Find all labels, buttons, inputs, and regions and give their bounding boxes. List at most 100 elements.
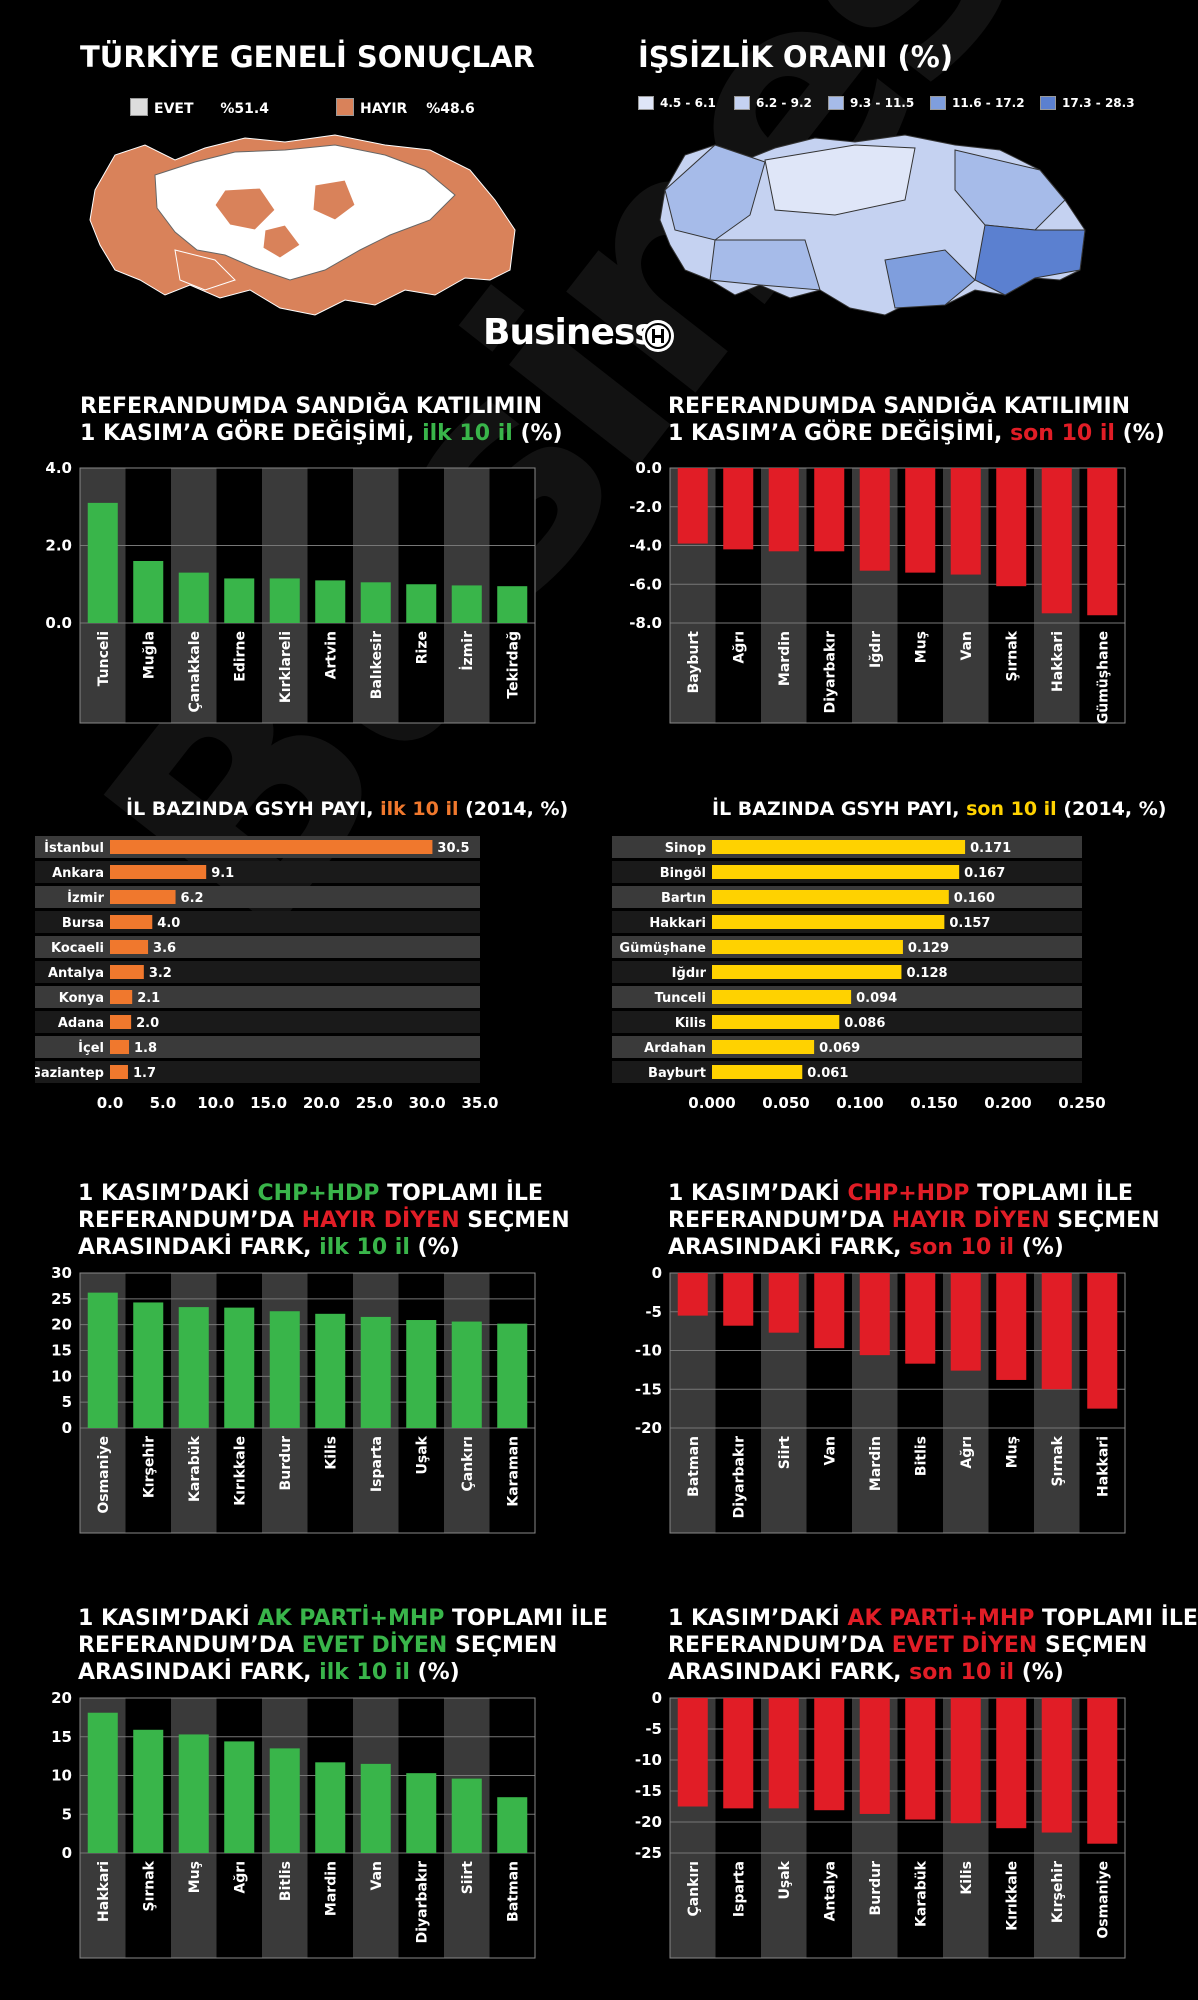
bar	[360, 1316, 391, 1428]
y-category-label: Antalya	[48, 966, 104, 981]
bar	[406, 584, 437, 623]
bar	[451, 1321, 482, 1428]
x-category-label: Bayburt	[686, 631, 702, 694]
x-tick-label: 25.0	[356, 1094, 393, 1110]
x-tick-label: 35.0	[461, 1094, 498, 1110]
x-category-label: Van	[822, 1436, 838, 1465]
x-category-label: Uşak	[777, 1860, 793, 1899]
y-tick-label: 4.0	[45, 460, 72, 477]
y-category-label: Bingöl	[660, 866, 706, 881]
y-tick-label: -25	[635, 1844, 662, 1862]
bar	[950, 1698, 981, 1824]
hayir-swatch	[336, 98, 354, 116]
bar	[1041, 1273, 1072, 1390]
y-category-label: Gümüşhane	[619, 941, 706, 956]
y-tick-label: 0	[652, 1265, 662, 1282]
bar	[859, 468, 890, 571]
y-tick-label: 20	[51, 1690, 72, 1707]
chart7-akp-mhp-top10: 0 5 10 15 20 Hakkari Şırnak Muş Ağrı Bitlis Mardin…	[51, 1690, 536, 1959]
x-category-label: Karabük	[913, 1860, 929, 1927]
y-category-label: Adana	[58, 1016, 104, 1031]
unemp-legend-4: 11.6 - 17.2	[930, 96, 1025, 110]
x-category-label: Isparta	[731, 1861, 747, 1917]
x-category-label: Şırnak	[1050, 1435, 1066, 1486]
bar	[723, 1273, 754, 1326]
y-category-label: Kocaeli	[51, 941, 104, 956]
unemployment-legend: 4.5 - 6.1 6.2 - 9.2 9.3 - 11.5 11.6 - 17…	[638, 96, 1158, 116]
x-category-label: Isparta	[369, 1436, 385, 1492]
bar	[905, 468, 936, 573]
evet-value: %51.4	[220, 101, 269, 117]
referendum-map-title: TÜRKİYE GENELİ SONUÇLAR	[80, 40, 535, 74]
y-category-label: İzmir	[67, 890, 104, 906]
chart1-title: REFERANDUMDA SANDIĞA KATILIMIN 1 KASIM’A…	[80, 394, 563, 446]
bar	[677, 1698, 708, 1807]
bar	[360, 582, 391, 623]
bar	[87, 1292, 118, 1428]
bar-value-label: 2.0	[136, 1016, 159, 1031]
x-category-label: Muş	[1004, 1436, 1020, 1468]
x-category-label: Mardin	[777, 631, 793, 686]
unemployment-map-title: İŞSİZLİK ORANI (%)	[638, 40, 954, 74]
bar	[996, 468, 1027, 587]
x-tick-label: 10.0	[197, 1094, 234, 1110]
bar-value-label: 0.157	[949, 916, 990, 931]
y-tick-label: -15	[635, 1782, 662, 1800]
bar	[224, 578, 255, 623]
bar	[360, 1763, 391, 1853]
bar-value-label: 2.1	[137, 991, 160, 1006]
bar	[677, 1273, 708, 1316]
bar	[87, 1712, 118, 1853]
bar	[1087, 1273, 1118, 1409]
row-band	[35, 1036, 480, 1058]
y-category-label: Kilis	[675, 1016, 706, 1031]
x-category-label: Van	[369, 1861, 385, 1890]
x-category-label: İzmir	[459, 631, 476, 671]
y-tick-label: 0.0	[45, 614, 72, 632]
y-category-label: Bursa	[62, 916, 104, 931]
bar	[110, 865, 207, 879]
y-tick-label: 10	[51, 1767, 72, 1785]
bar	[110, 1065, 128, 1079]
x-category-label: Mardin	[868, 1436, 884, 1491]
bar-value-label: 0.160	[954, 891, 995, 906]
chart6-title: 1 KASIM’DAKİ CHP+HDP TOPLAMI İLE REFERAN…	[668, 1181, 1160, 1260]
bar	[768, 1698, 799, 1809]
x-category-label: Şırnak	[141, 1860, 157, 1911]
y-tick-label: 30	[51, 1265, 72, 1282]
y-tick-label: -20	[635, 1419, 662, 1437]
bar	[1041, 1698, 1072, 1833]
x-category-label: Çanakkale	[187, 631, 203, 713]
y-tick-label: -10	[635, 1751, 662, 1769]
x-category-label: Tekirdağ	[505, 631, 521, 699]
chart8-title: 1 KASIM’DAKİ AK PARTİ+MHP TOPLAMI İLE RE…	[668, 1606, 1198, 1685]
y-tick-label: 25	[51, 1290, 72, 1308]
bar	[712, 865, 960, 879]
unemployment-map	[659, 134, 1086, 316]
bar	[110, 1040, 130, 1054]
bar-value-label: 1.8	[134, 1041, 157, 1056]
bar	[497, 1323, 528, 1428]
y-tick-label: -8.0	[629, 614, 662, 632]
bar-value-label: 0.061	[807, 1066, 848, 1081]
bar	[451, 585, 482, 623]
y-tick-label: 20	[51, 1316, 72, 1334]
row-band	[35, 1011, 480, 1033]
x-category-label: Hakkari	[1095, 1436, 1111, 1497]
x-category-label: Artvin	[323, 631, 339, 679]
column-band	[670, 1273, 716, 1533]
y-category-label: Bayburt	[648, 1066, 706, 1081]
bar	[133, 1302, 164, 1428]
bar	[497, 1797, 528, 1853]
x-category-label: Diyarbakır	[731, 1436, 747, 1518]
hayir-value: %48.6	[426, 101, 475, 117]
bar	[814, 1273, 845, 1349]
bar	[1087, 1698, 1118, 1844]
bar	[712, 1015, 840, 1029]
x-tick-label: 0.0	[97, 1094, 124, 1110]
bar	[1087, 468, 1118, 616]
y-tick-label: 15	[51, 1728, 72, 1746]
chart3-title: İL BAZINDA GSYH PAYI, ilk 10 il (2014, %…	[126, 798, 569, 820]
bar	[110, 990, 133, 1004]
x-category-label: Siirt	[777, 1436, 793, 1470]
